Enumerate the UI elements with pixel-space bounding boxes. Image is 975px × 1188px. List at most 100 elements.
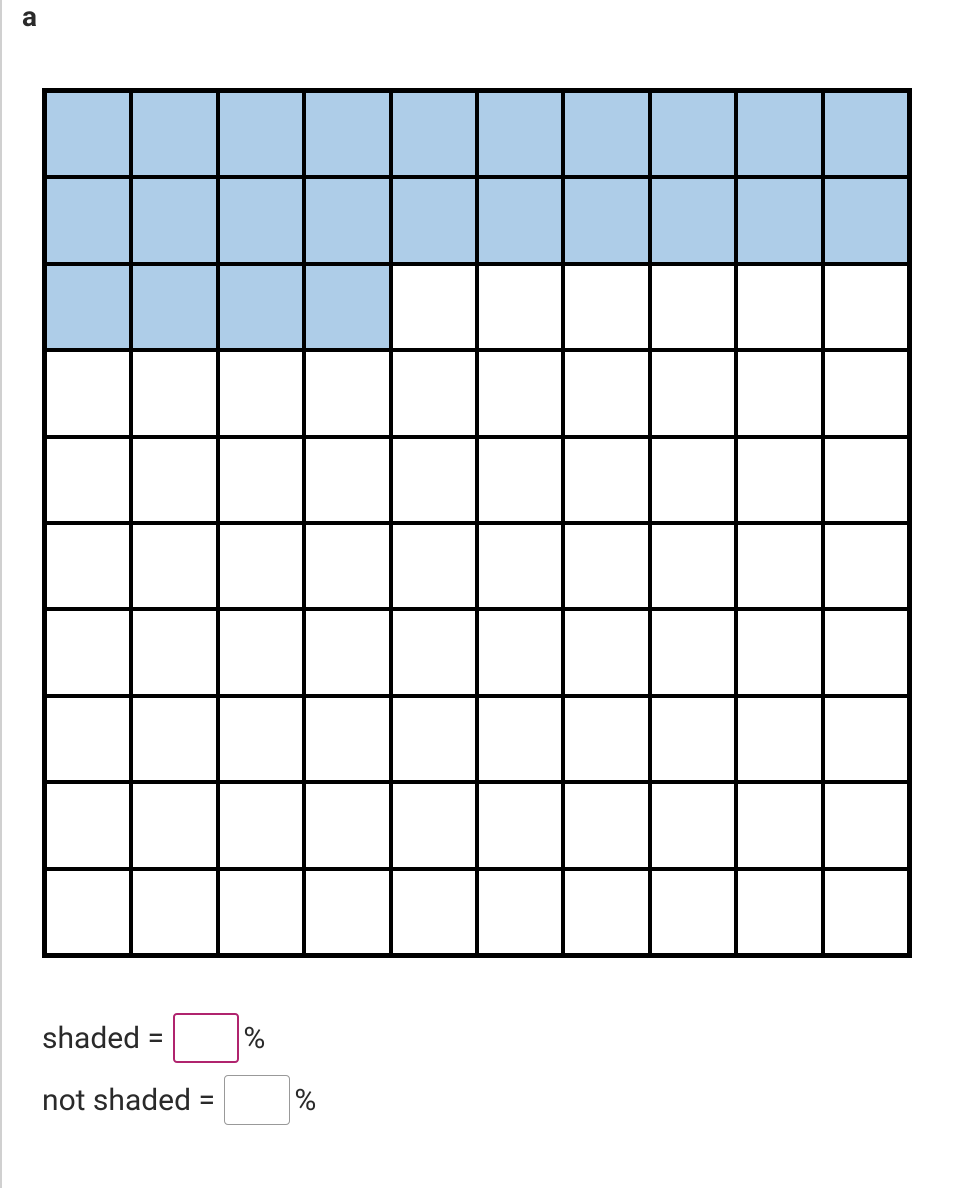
grid-cell (391, 609, 477, 695)
grid-cell (45, 782, 131, 868)
grid-cell (650, 91, 736, 177)
grid-cell (218, 91, 304, 177)
grid-cell (45, 350, 131, 436)
grid-cell (391, 177, 477, 263)
grid-cell (218, 609, 304, 695)
not-shaded-input[interactable] (224, 1075, 290, 1125)
grid-cell (218, 437, 304, 523)
grid-cell (304, 696, 390, 782)
shaded-input[interactable] (173, 1013, 239, 1063)
grid-cell (304, 782, 390, 868)
grid-cell (563, 869, 649, 955)
grid-cell (563, 177, 649, 263)
grid-cell (304, 437, 390, 523)
grid-cell (736, 177, 822, 263)
grid-cell (736, 696, 822, 782)
grid-cell (218, 696, 304, 782)
grid-cell (823, 869, 909, 955)
grid-cell (823, 609, 909, 695)
grid-cell (650, 609, 736, 695)
grid-cell (823, 264, 909, 350)
grid-cell (304, 609, 390, 695)
grid-cell (477, 609, 563, 695)
grid-cell (304, 264, 390, 350)
grid-cell (45, 91, 131, 177)
grid-cell (823, 782, 909, 868)
grid-cell (736, 523, 822, 609)
grid-cell (477, 350, 563, 436)
grid-cell (131, 523, 217, 609)
grid-cell (391, 696, 477, 782)
grid-cell (563, 350, 649, 436)
grid-cell (736, 91, 822, 177)
grid-cell (304, 350, 390, 436)
shaded-answer-row: shaded = % (42, 1013, 955, 1063)
grid-cell (45, 609, 131, 695)
grid-cell (391, 91, 477, 177)
grid-cell (650, 437, 736, 523)
grid-cell (131, 177, 217, 263)
grid-cell (650, 264, 736, 350)
grid-cell (650, 350, 736, 436)
grid-cell (823, 91, 909, 177)
grid-cell (45, 264, 131, 350)
grid-cell (304, 177, 390, 263)
grid-cell (736, 869, 822, 955)
grid-cell (218, 350, 304, 436)
grid-cell (131, 609, 217, 695)
shaded-label: shaded = (42, 1021, 171, 1056)
grid-cell (391, 523, 477, 609)
grid-cell (218, 523, 304, 609)
grid-cell (650, 696, 736, 782)
grid-cell (391, 350, 477, 436)
problem-container: a shaded = % not shaded = % (0, 0, 975, 1188)
grid-cell (736, 609, 822, 695)
grid-cell (823, 350, 909, 436)
grid-cell (563, 91, 649, 177)
grid-cell (304, 523, 390, 609)
grid-cell (391, 437, 477, 523)
grid-cell (563, 782, 649, 868)
not-shaded-percent: % (294, 1083, 316, 1118)
grid-cell (218, 264, 304, 350)
grid-cell (391, 264, 477, 350)
grid-cell (650, 869, 736, 955)
grid-cell (736, 437, 822, 523)
grid-cell (218, 782, 304, 868)
grid-cell (477, 696, 563, 782)
grid-cell (736, 350, 822, 436)
grid-cell (131, 91, 217, 177)
grid-cell (477, 437, 563, 523)
grid-cell (45, 869, 131, 955)
grid-cell (45, 696, 131, 782)
grid-cell (563, 264, 649, 350)
grid-cell (563, 609, 649, 695)
grid-cell (736, 782, 822, 868)
not-shaded-answer-row: not shaded = % (42, 1075, 955, 1125)
grid-cell (563, 437, 649, 523)
grid-cell (563, 696, 649, 782)
grid-cell (477, 177, 563, 263)
grid-cell (131, 782, 217, 868)
grid-cell (823, 696, 909, 782)
grid-cell (131, 869, 217, 955)
grid-cell (131, 350, 217, 436)
grid-cell (218, 177, 304, 263)
grid-cell (391, 869, 477, 955)
hundred-grid (42, 88, 912, 958)
grid-cell (477, 523, 563, 609)
grid-cell (45, 523, 131, 609)
answer-section: shaded = % not shaded = % (42, 1013, 955, 1125)
grid-cell (131, 264, 217, 350)
grid-cell (736, 264, 822, 350)
grid-cell (304, 91, 390, 177)
grid-cell (477, 869, 563, 955)
grid-cell (477, 264, 563, 350)
grid-cell (45, 437, 131, 523)
grid-cell (823, 523, 909, 609)
grid-cell (650, 177, 736, 263)
grid-cell (131, 437, 217, 523)
grid-cell (477, 91, 563, 177)
problem-label: a (22, 0, 955, 33)
grid-cell (650, 782, 736, 868)
